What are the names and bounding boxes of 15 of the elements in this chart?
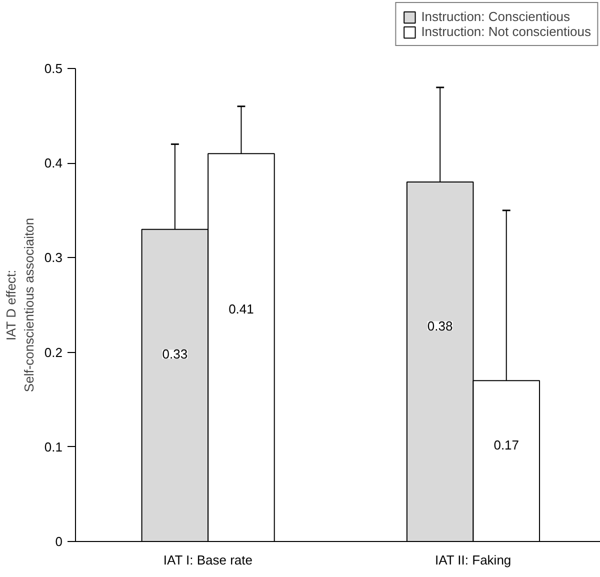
data-label: 0.41	[228, 301, 254, 316]
legend-label: Instruction: Conscientious	[421, 9, 570, 24]
y-tick-label: 0.5	[44, 61, 63, 76]
y-tick-label: 0.2	[44, 344, 63, 360]
x-tick-label: IAT I: Base rate	[163, 552, 253, 568]
data-label: 0.17	[494, 438, 520, 453]
data-label: 0.33	[162, 346, 188, 362]
y-tick-label: 0.4	[44, 156, 63, 171]
y-axis-title: IAT D effect: Self-conscientious associaiton	[3, 218, 36, 392]
x-tick-label: IAT II: Faking	[435, 552, 512, 568]
data-label: 0.38	[427, 318, 453, 334]
y-tick-label: 0.1	[44, 439, 63, 454]
legend-label: Instruction: Not conscientious	[421, 24, 591, 39]
y-tick-label: 0	[55, 534, 63, 549]
y-tick-label: 0.3	[44, 250, 63, 266]
